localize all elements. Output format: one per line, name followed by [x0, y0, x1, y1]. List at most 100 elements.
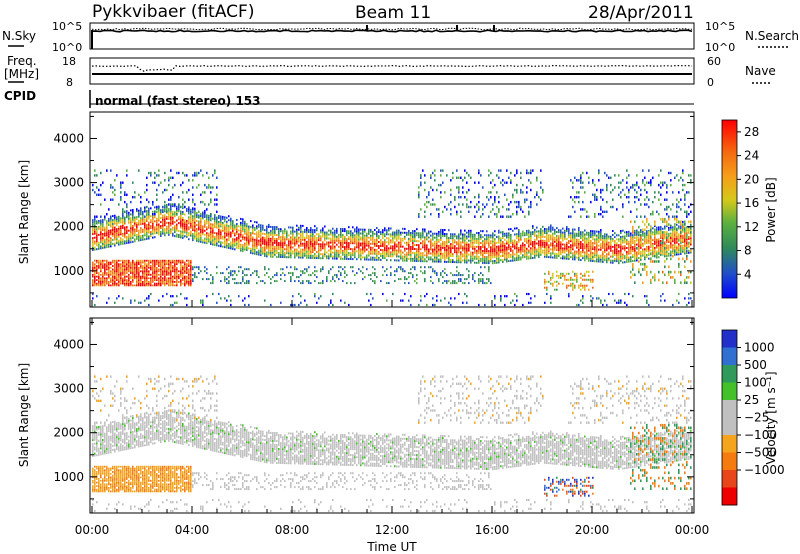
- power-cell: [190, 210, 192, 213]
- power-cell: [238, 237, 240, 240]
- power-cell: [470, 229, 472, 232]
- power-cell: [580, 233, 582, 236]
- power-cell: [142, 212, 144, 215]
- power-cell: [458, 176, 460, 179]
- power-cell: [348, 236, 350, 239]
- power-cell: [592, 256, 594, 258]
- power-cell: [194, 229, 196, 232]
- power-cell: [168, 270, 170, 273]
- power-cell: [202, 231, 204, 234]
- power-cell: [442, 234, 444, 237]
- power-cell: [252, 248, 254, 251]
- power-cell: [280, 274, 282, 277]
- power-cell: [448, 257, 450, 259]
- power-cell: [162, 295, 164, 298]
- power-cell: [170, 176, 172, 179]
- power-cell: [144, 210, 146, 213]
- power-cell: [180, 218, 182, 221]
- power-cell: [226, 228, 228, 231]
- power-cell: [516, 210, 518, 213]
- power-cell: [436, 299, 438, 302]
- power-cell: [216, 238, 218, 241]
- power-cell: [584, 253, 586, 256]
- power-cell: [550, 228, 552, 231]
- power-cell: [446, 208, 448, 211]
- power-cell: [164, 210, 166, 213]
- power-cell: [466, 191, 468, 194]
- power-cell: [424, 230, 426, 233]
- power-cell: [442, 256, 444, 259]
- power-cell: [436, 250, 438, 253]
- power-cell: [332, 239, 334, 242]
- power-cell: [232, 245, 234, 248]
- power-cell: [144, 281, 146, 283]
- power-cell: [586, 249, 588, 252]
- power-cell: [170, 218, 172, 221]
- power-cell: [174, 203, 176, 206]
- power-cell: [572, 248, 574, 251]
- power-cell: [574, 252, 576, 255]
- power-cell: [494, 238, 496, 241]
- power-cell: [296, 234, 298, 237]
- power-cell: [230, 219, 232, 222]
- power-cell: [298, 228, 300, 231]
- power-cell: [292, 232, 294, 235]
- power-cell: [486, 234, 488, 237]
- power-cell: [184, 205, 186, 209]
- power-cell: [546, 234, 548, 237]
- power-cell: [150, 233, 152, 236]
- power-cell: [94, 191, 96, 194]
- power-cell: [130, 209, 132, 212]
- power-cell: [488, 258, 490, 261]
- power-cell: [486, 230, 488, 233]
- power-cell: [218, 244, 220, 247]
- power-cell: [144, 222, 146, 225]
- power-cell: [128, 239, 130, 242]
- power-cell: [206, 228, 208, 231]
- power-cell: [260, 238, 262, 241]
- power-cell: [594, 215, 596, 218]
- power-cell: [504, 246, 506, 249]
- noise-panel-frame: [89, 22, 695, 50]
- power-cell: [570, 238, 572, 241]
- power-cell: [290, 242, 292, 245]
- power-cell: [160, 261, 162, 264]
- power-cell: [364, 246, 366, 249]
- power-cell: [582, 186, 584, 189]
- noise-left-tick-top: 10^5: [52, 20, 82, 33]
- power-cell: [448, 258, 450, 261]
- power-cell: [556, 241, 558, 243]
- power-cell: [572, 286, 574, 289]
- power-cell: [416, 254, 418, 256]
- power-cell: [102, 237, 104, 239]
- power-cell: [464, 249, 466, 252]
- power-cell: [466, 301, 468, 304]
- power-cell: [122, 234, 124, 237]
- power-cell: [216, 234, 218, 237]
- power-cell: [122, 238, 124, 241]
- power-cell: [226, 240, 228, 243]
- power-cell: [306, 242, 308, 245]
- power-cell: [148, 237, 150, 240]
- power-cell: [466, 237, 468, 240]
- power-cell: [342, 228, 344, 230]
- power-cell: [546, 248, 548, 250]
- power-cell: [240, 227, 242, 230]
- power-cell: [204, 213, 206, 216]
- power-cell: [216, 186, 218, 189]
- power-cell: [174, 205, 176, 208]
- power-cell: [506, 181, 508, 184]
- power-cell: [560, 274, 562, 277]
- power-cell: [494, 234, 496, 237]
- power-cell: [146, 235, 148, 238]
- power-cell: [216, 232, 218, 235]
- power-cell: [104, 234, 106, 237]
- power-cell: [492, 260, 494, 263]
- power-cell: [582, 297, 584, 300]
- power-cell: [564, 274, 566, 277]
- power-cell: [160, 235, 162, 237]
- power-cell: [326, 237, 328, 240]
- power-cell: [572, 232, 574, 235]
- power-cell: [408, 239, 410, 242]
- power-cell: [192, 179, 194, 182]
